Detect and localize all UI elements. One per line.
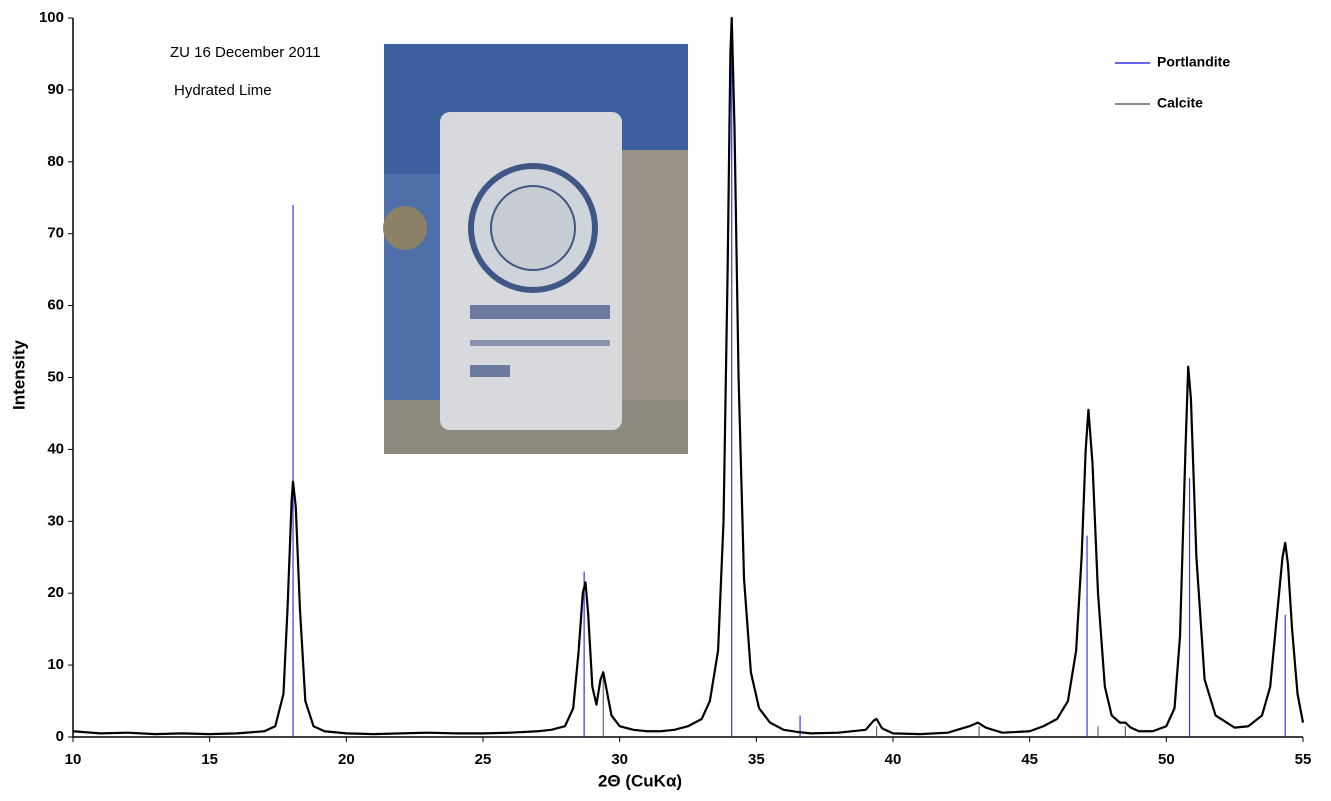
y-tick-label: 40	[47, 440, 64, 457]
x-tick-label: 55	[1295, 751, 1312, 768]
y-tick-label: 10	[47, 656, 64, 673]
annotation: ZU 16 December 2011	[170, 44, 321, 61]
x-tick-label: 35	[748, 751, 765, 768]
x-axis-title: 2Θ (CuKα)	[598, 771, 682, 790]
y-axis-title: Intensity	[9, 340, 28, 410]
y-tick-label: 100	[39, 9, 64, 26]
y-tick-label: 0	[56, 728, 64, 745]
photo	[383, 44, 688, 454]
y-tick-label: 60	[47, 297, 64, 314]
y-tick-label: 70	[47, 225, 64, 242]
y-tick-label: 80	[47, 153, 64, 170]
legend-label: Calcite	[1157, 95, 1203, 111]
y-tick-label: 20	[47, 584, 64, 601]
x-tick-label: 20	[338, 751, 355, 768]
y-tick-label: 30	[47, 512, 64, 529]
x-tick-label: 10	[65, 751, 82, 768]
x-tick-label: 30	[611, 751, 628, 768]
x-tick-label: 50	[1158, 751, 1175, 768]
x-tick-label: 40	[885, 751, 902, 768]
annotation: Hydrated Lime	[174, 82, 272, 99]
x-tick-label: 15	[201, 751, 218, 768]
x-tick-label: 45	[1021, 751, 1038, 768]
y-tick-label: 50	[47, 368, 64, 385]
y-tick-label: 90	[47, 81, 64, 98]
pattern-line	[72, 16, 1305, 736]
legend-label: Portlandite	[1157, 54, 1230, 70]
x-tick-label: 25	[475, 751, 492, 768]
